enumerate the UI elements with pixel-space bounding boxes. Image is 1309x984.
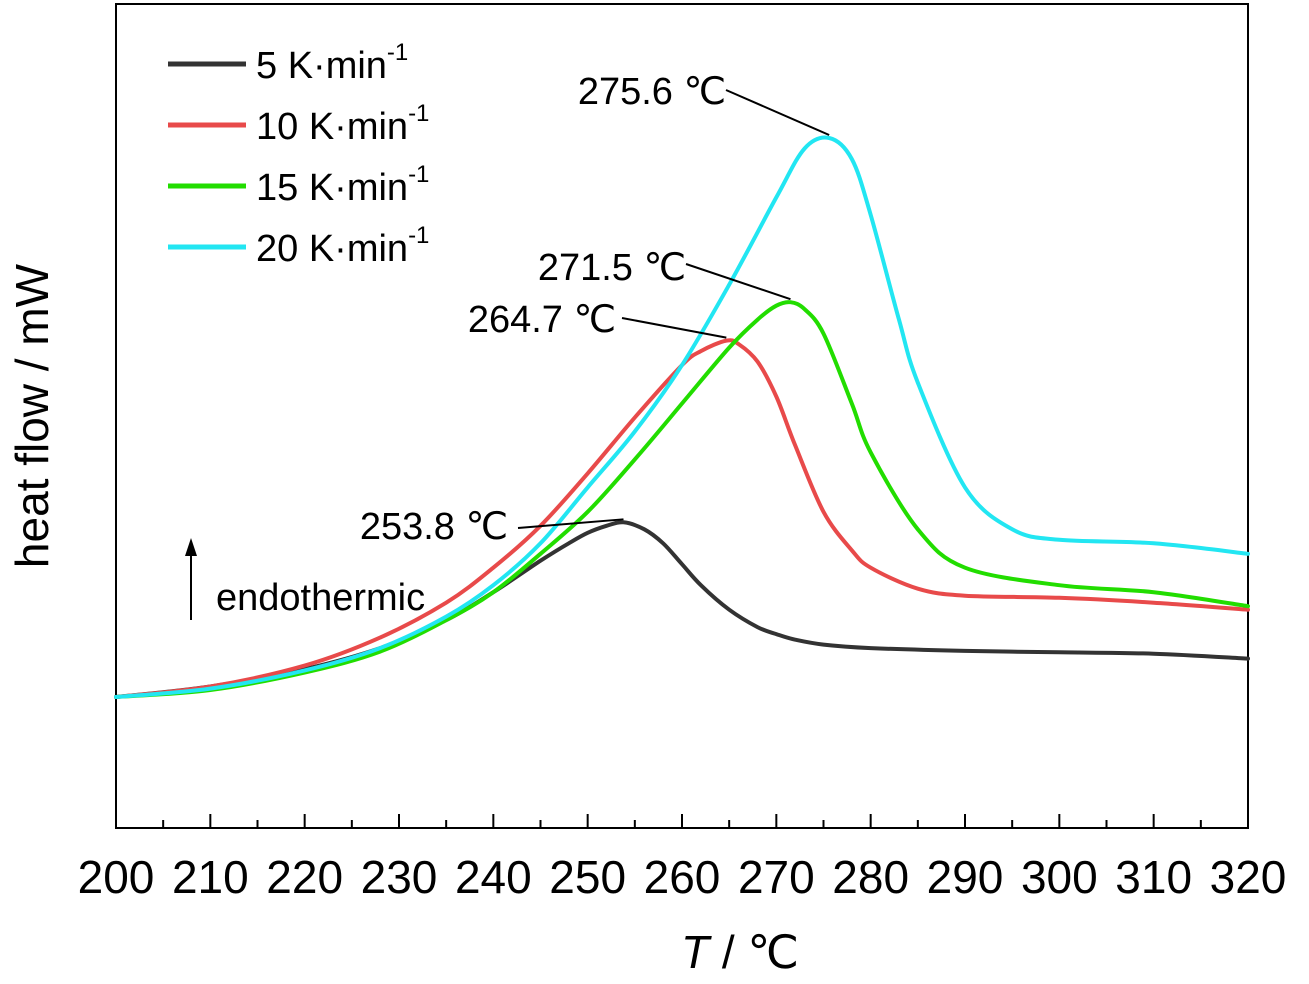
series-line-4 bbox=[114, 135, 1250, 699]
legend-label-text: 20 K·min bbox=[256, 228, 408, 270]
legend-label: 5 K·min-1 bbox=[256, 39, 408, 87]
peak-label: 275.6 ℃ bbox=[578, 71, 726, 113]
peak-label: 271.5 ℃ bbox=[538, 247, 686, 289]
peak-leader-line bbox=[685, 263, 791, 301]
legend-label-text: 15 K·min bbox=[256, 167, 408, 209]
x-tick-label: 310 bbox=[1115, 851, 1192, 903]
x-tick-label: 200 bbox=[78, 851, 155, 903]
x-tick-label: 220 bbox=[266, 851, 343, 903]
peak-leader-line bbox=[621, 317, 727, 339]
endothermic-label: endothermic bbox=[216, 577, 425, 619]
legend-label: 15 K·min-1 bbox=[256, 161, 429, 209]
endothermic-arrow-icon bbox=[185, 538, 197, 556]
x-axis-variable: T bbox=[681, 926, 712, 978]
x-tick-label: 240 bbox=[455, 851, 532, 903]
x-tick-label: 290 bbox=[927, 851, 1004, 903]
x-axis-title: T / ℃ bbox=[681, 926, 799, 978]
x-tick-label: 260 bbox=[644, 851, 721, 903]
legend-label-text: 5 K·min bbox=[256, 45, 387, 87]
x-tick-label: 270 bbox=[738, 851, 815, 903]
x-tick-label: 300 bbox=[1021, 851, 1098, 903]
peak-label: 253.8 ℃ bbox=[360, 506, 508, 548]
peak-leader-line bbox=[517, 518, 624, 529]
x-tick-label: 210 bbox=[172, 851, 249, 903]
series-line-3 bbox=[114, 300, 1250, 699]
y-axis-title: heat flow / mW bbox=[6, 263, 58, 568]
x-tick-label: 280 bbox=[832, 851, 909, 903]
legend-label: 10 K·min-1 bbox=[256, 100, 429, 148]
x-tick-label: 250 bbox=[549, 851, 626, 903]
x-tick-label: 320 bbox=[1210, 851, 1287, 903]
peak-leader-line bbox=[725, 89, 830, 136]
series-line-2 bbox=[114, 338, 1250, 699]
legend-label-exponent: -1 bbox=[408, 222, 429, 249]
legend-label-exponent: -1 bbox=[408, 161, 429, 188]
legend-label-exponent: -1 bbox=[387, 39, 408, 66]
x-axis-unit: / ℃ bbox=[709, 926, 799, 978]
legend-label: 20 K·min-1 bbox=[256, 222, 429, 270]
legend-label-text: 10 K·min bbox=[256, 106, 408, 148]
x-tick-label: 230 bbox=[361, 851, 438, 903]
legend-label-exponent: -1 bbox=[408, 100, 429, 127]
peak-label: 264.7 ℃ bbox=[468, 299, 616, 341]
